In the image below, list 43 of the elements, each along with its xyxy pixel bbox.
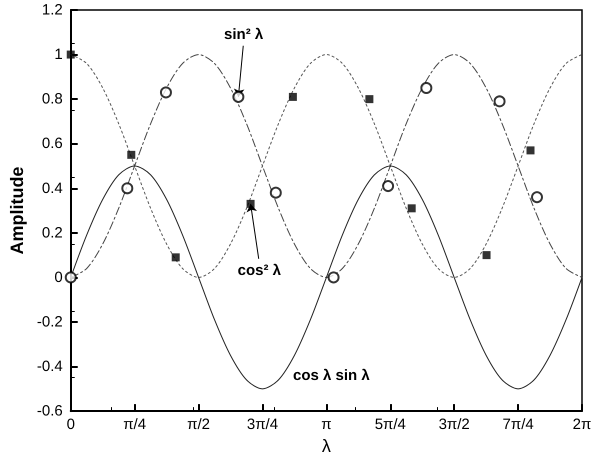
x-tick-label: π [321,416,332,434]
y-tick-label: -0.6 [36,402,63,420]
point [288,92,297,101]
x-axis-title: λ [322,436,331,456]
point [160,86,172,98]
point [64,271,77,284]
point [526,146,534,154]
annotation: sin² λ [224,26,264,43]
point [531,191,543,204]
x-tick-label: 2π [572,416,592,434]
point [408,204,416,212]
point [121,182,134,194]
y-tick-label: -0.4 [36,358,63,376]
y-tick-label: 1 [54,46,63,64]
point [172,253,180,262]
y-tick-label: 0 [54,268,63,286]
point [482,251,491,260]
x-tick-label: 3π/2 [438,416,470,434]
y-axis-title: Amplitude [7,166,27,255]
y-tick-label: 1.2 [42,2,63,18]
point [328,271,340,284]
point [420,82,432,94]
y-tick-label: 0.6 [42,135,63,152]
point [382,180,394,192]
x-tick-label: 5π/4 [374,416,406,434]
point [365,95,374,104]
annotation: cos² λ [238,262,282,279]
x-tick-label: π/4 [123,416,146,434]
y-tick-label: 0.2 [42,224,63,242]
y-tick-label: -0.2 [36,313,63,330]
point [246,200,255,208]
point [232,90,244,103]
point [494,95,506,108]
point [127,150,136,159]
x-tick-label: 3π/4 [246,416,278,434]
x-tick-label: π/2 [187,416,210,434]
point [66,50,75,59]
annotation: cos λ sin λ [293,367,370,384]
y-tick-label: 0.8 [42,90,63,108]
point [270,186,282,199]
x-tick-label: 7π/4 [502,416,534,434]
y-tick-label: 0.4 [42,180,63,197]
x-tick-label: 0 [66,416,75,434]
